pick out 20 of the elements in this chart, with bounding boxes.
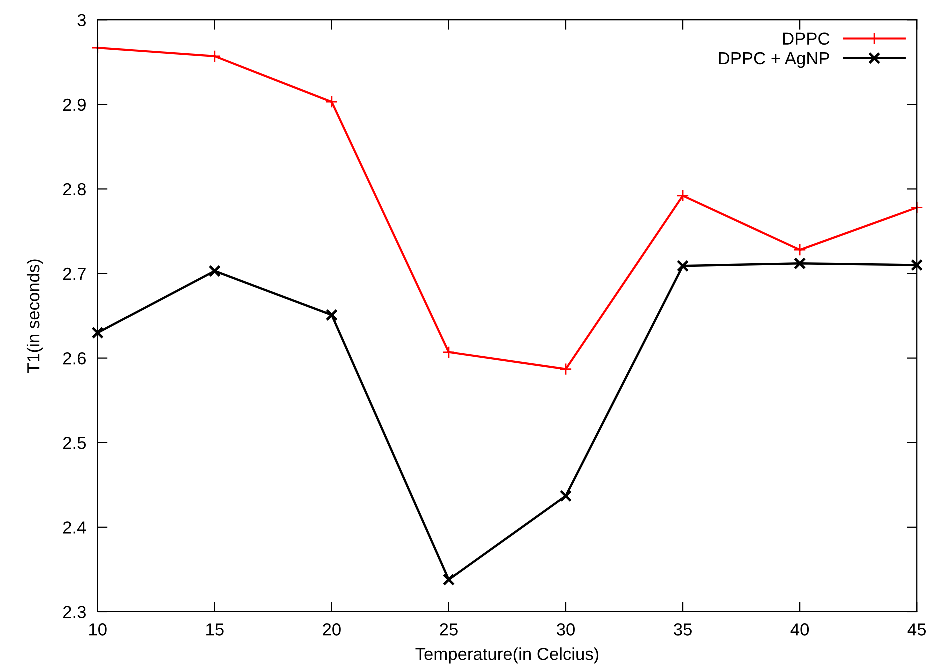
y-axis-title: T1(in seconds) (26, 260, 44, 374)
y-tick-label: 2.7 (63, 268, 86, 280)
legend-label: DPPC (783, 32, 830, 46)
x-tick-label: 25 (440, 624, 458, 636)
x-axis-title: Temperature(in Celcius) (416, 648, 599, 664)
y-tick-label: 3 (78, 14, 86, 27)
y-tick-label: 2.5 (63, 437, 86, 450)
y-tick-label: 2.8 (63, 183, 86, 196)
x-tick-label: 20 (323, 624, 341, 636)
legend-label: DPPC + AgNP (719, 52, 830, 68)
y-tick-label: 2.4 (63, 522, 86, 534)
y-tick-label: 2.6 (63, 352, 86, 365)
x-tick-label: 35 (674, 624, 692, 636)
x-tick-label: 15 (206, 624, 224, 636)
y-tick-label: 2.3 (63, 606, 86, 618)
y-tick-label: 2.9 (63, 98, 86, 112)
x-tick-label: 10 (90, 624, 107, 636)
x-tick-label: 30 (557, 624, 575, 636)
x-tick-label: 40 (790, 624, 810, 636)
x-tick-label: 45 (908, 624, 926, 636)
